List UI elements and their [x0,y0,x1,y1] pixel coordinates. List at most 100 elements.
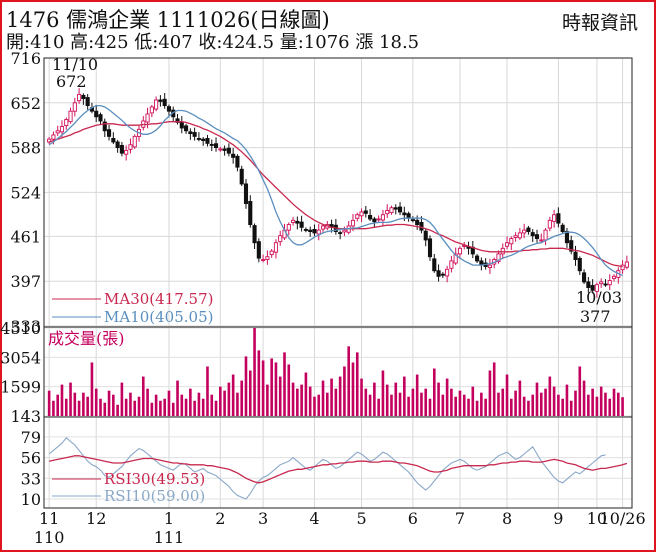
volume-bar [437,382,440,416]
volume-bar [253,328,256,416]
candle-body [231,153,236,158]
volume-bar [146,388,149,416]
volume-bar [141,376,145,416]
candle-body [427,238,433,258]
candle-body [389,207,394,214]
candle-body [436,270,441,277]
plot-frame [43,57,633,509]
price-tick-label: 397 [10,272,41,291]
volume-bar [561,398,564,416]
price-tick-label: 333 [10,317,41,336]
volume-bar [304,372,308,416]
candle-body [111,138,116,143]
volume-bar [248,370,252,416]
volume-bar [355,352,359,416]
candle-body [81,94,86,100]
volume-bar [338,376,342,416]
candle-body [530,232,535,237]
volume-bar [129,392,132,416]
volume-bar [180,394,184,416]
candle-body [445,268,450,277]
candle-body [235,155,240,168]
candle-body [517,232,522,239]
candle-body [624,261,629,268]
volume-bar [223,390,226,416]
volume-bar [326,392,329,416]
x-tick-label: 6 [408,509,418,528]
candle-body [59,126,65,133]
candle-body [98,114,103,122]
volume-bar [480,392,483,416]
volume-bar [582,380,586,416]
candle-body [552,214,557,222]
volume-bar [283,352,286,416]
volume-bar [544,388,547,416]
candle-body [534,234,540,239]
candle-body [573,251,578,260]
volume-bar [219,386,222,416]
volume-bar [184,398,188,416]
x-tick-label: 4 [309,509,319,528]
volume-bar [197,392,201,416]
price-tick-label: 716 [10,49,41,68]
volume-bar [99,398,102,416]
x-tick-sublabel: 110 [34,528,65,547]
candle-body [376,218,381,221]
candle-body [154,99,159,110]
candle-body [94,110,99,118]
candle-body [385,210,390,215]
volume-bar [539,392,543,416]
ma10-legend: MA10(405.05) [104,308,213,326]
volume-bar [450,388,453,416]
candle-body [440,273,445,276]
volume-bar [608,398,612,416]
high-value-annotation: 672 [56,72,87,91]
candle-body [475,255,480,262]
rsi10-line [48,437,606,500]
price-tick-label: 524 [10,183,41,202]
volume-bar [291,382,295,416]
volume-bar [330,378,333,416]
volume-bar [52,400,55,416]
volume-bar [236,392,239,416]
candle-body [102,121,107,132]
candle-body [312,228,317,234]
candle-body [239,168,244,185]
candle-body [149,106,154,114]
volume-bar [552,386,556,416]
volume-bar [501,388,505,416]
volume-tick-label: 3054 [0,348,41,367]
candle-body [184,125,189,132]
candle-body [124,149,129,155]
candle-body [55,130,60,134]
candle-body [350,219,356,227]
x-tick-label: 7 [455,509,465,528]
volume-tick-label: 4510 [0,319,41,338]
candle-body [423,230,428,241]
volume-bar [334,388,338,416]
low-value-annotation: 377 [580,307,611,326]
volume-bar [347,346,350,416]
rsi30-line [48,455,628,484]
volume-bar [189,388,192,416]
candle-body [188,131,193,135]
candle-body [308,229,313,232]
volume-bar [231,374,235,416]
volume-bar [82,392,85,416]
x-tick-label: 12 [86,509,106,528]
volume-bar [86,396,89,416]
candle-body [68,110,73,123]
volume-bar [398,392,402,416]
volume-bar [403,376,406,416]
volume-bar [159,400,162,416]
candle-body [599,281,604,285]
candle-body [269,250,274,256]
x-tick-label: 3 [258,509,268,528]
candle-body [162,98,167,107]
volume-bar [77,400,81,416]
rsi30-legend: RSI30(49.53) [104,470,205,488]
candle-body [226,147,231,154]
ohlc-summary: 開:410 高:425 低:407 收:424.5 量:1076 漲 18.5 [6,32,420,53]
